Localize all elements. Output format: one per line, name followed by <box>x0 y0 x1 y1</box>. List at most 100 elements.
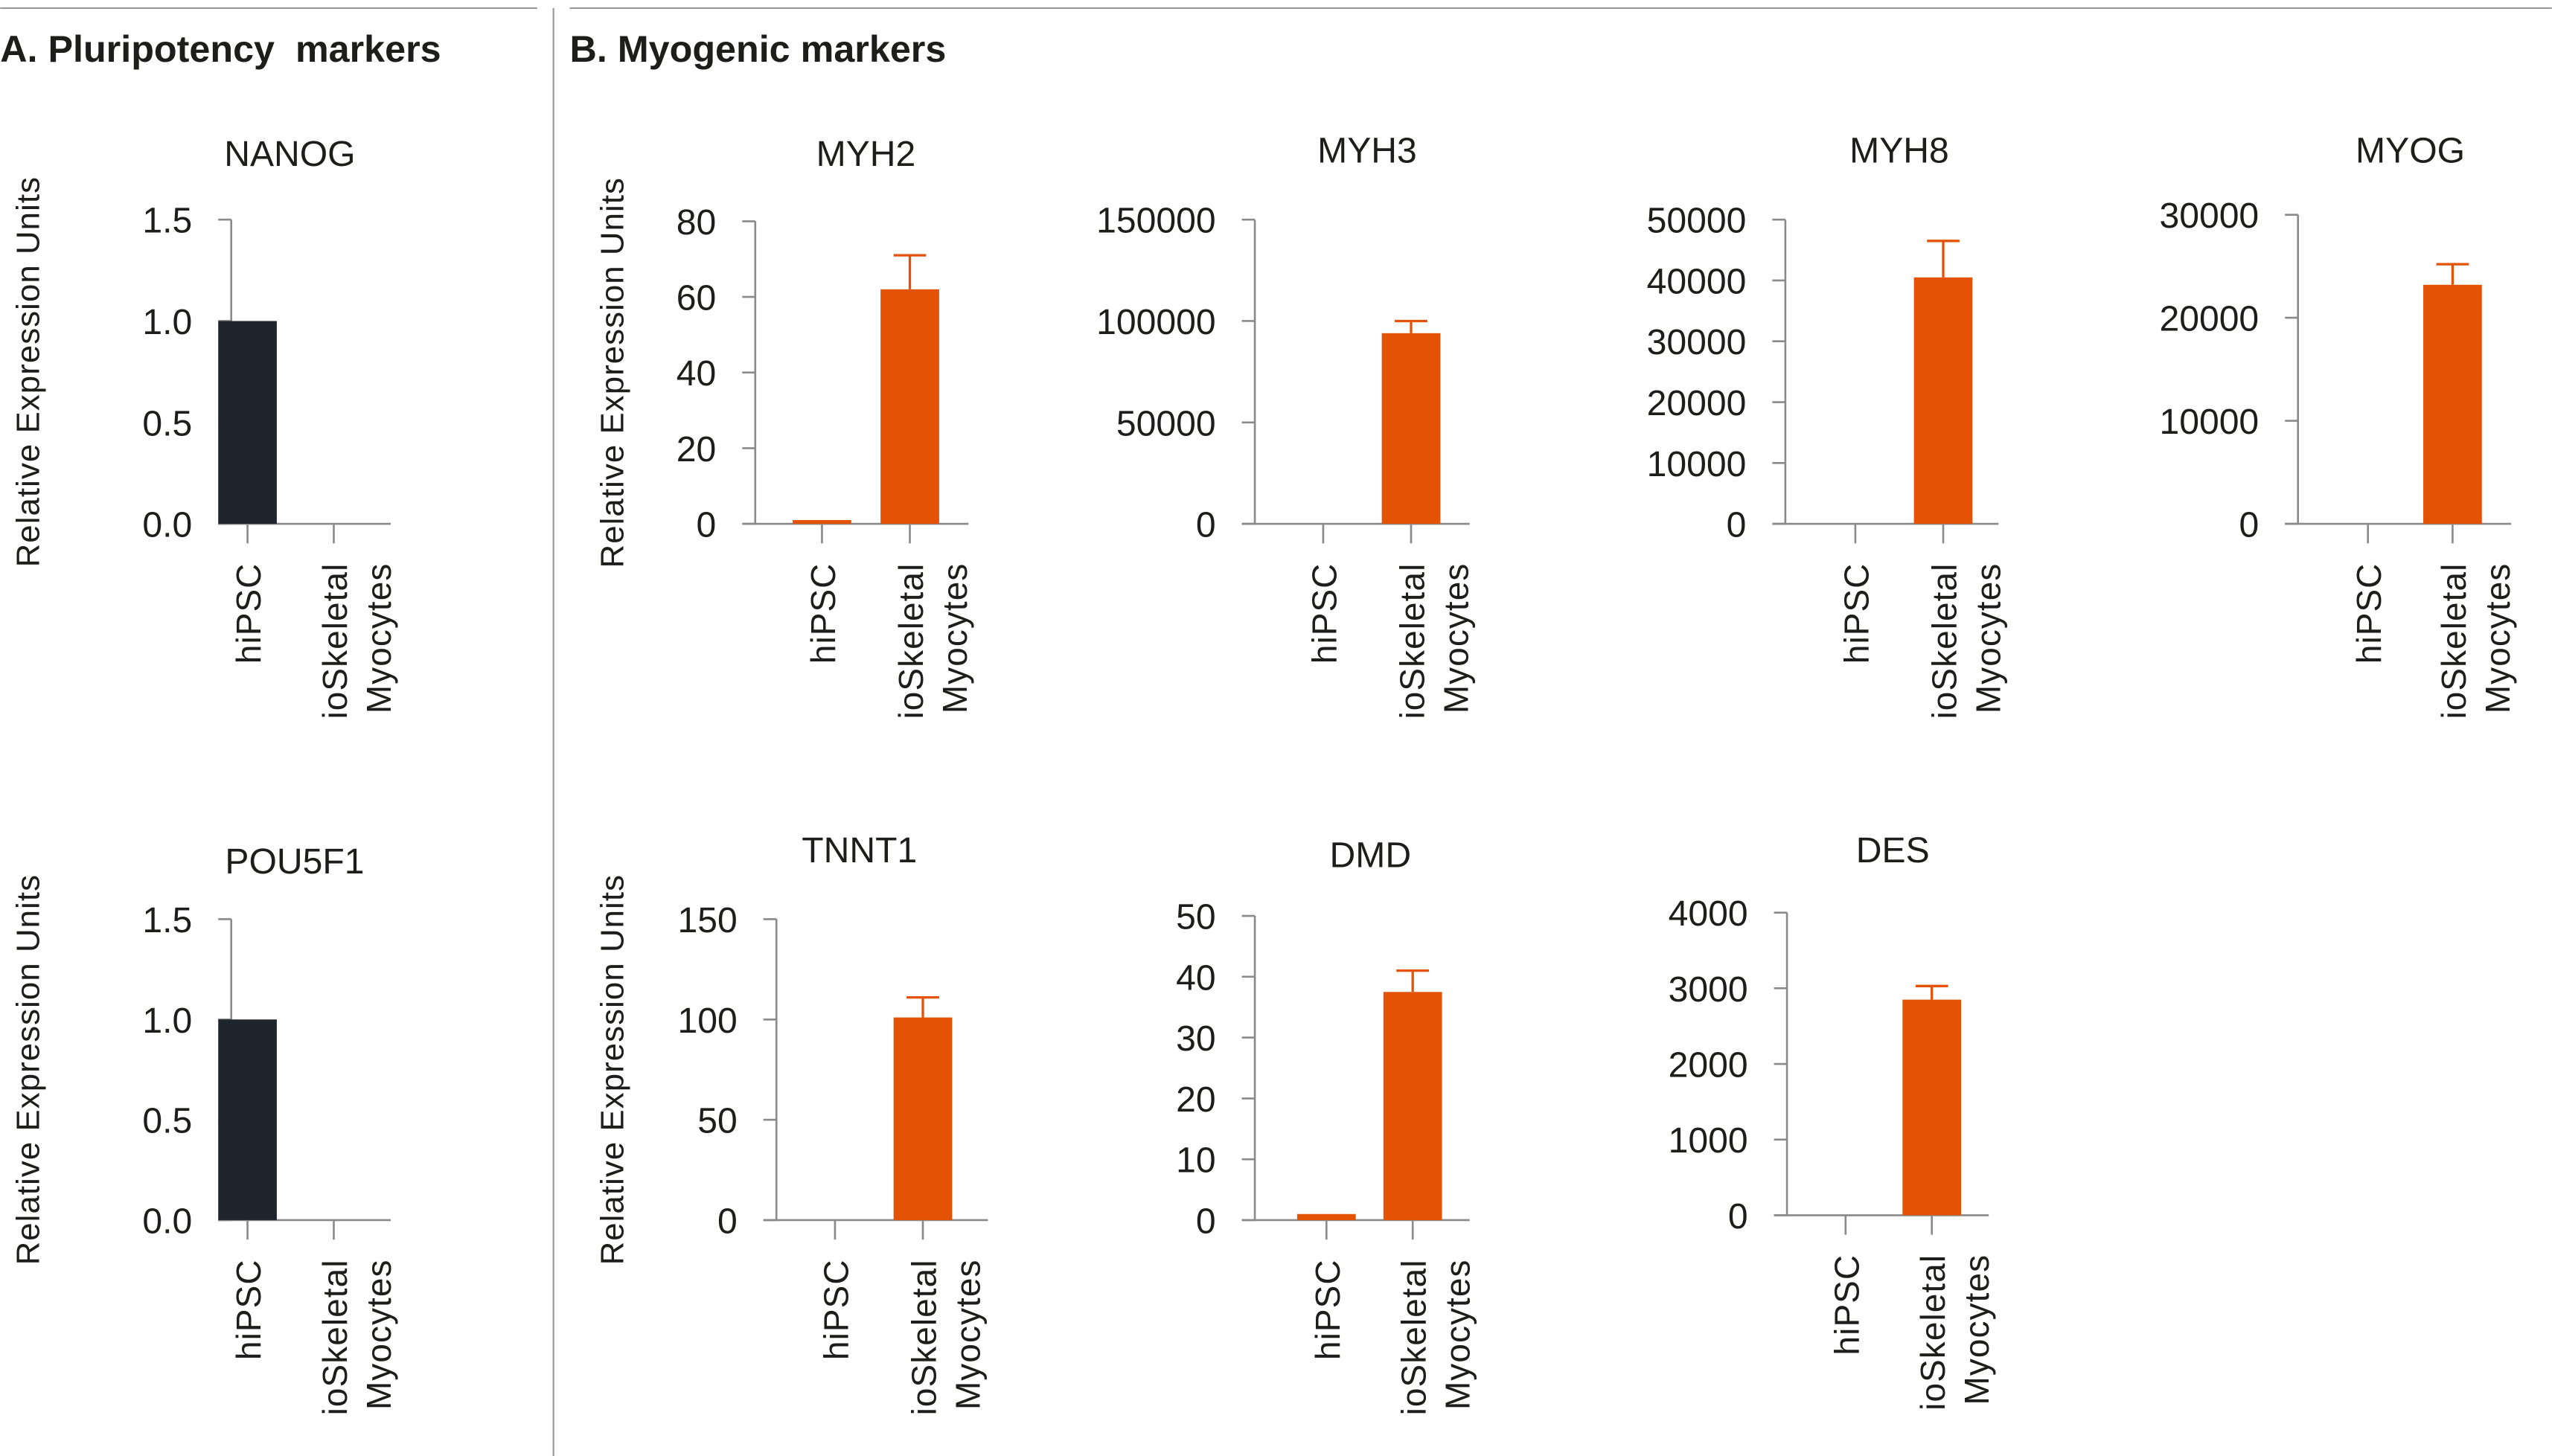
chart-title: DES <box>1856 830 1930 870</box>
y-tick-label: 100 <box>677 1001 737 1041</box>
x-category-label: Myocytes <box>2478 563 2517 714</box>
y-tick-label: 20 <box>1176 1080 1216 1120</box>
x-category-label: Myocytes <box>359 1259 398 1410</box>
x-category-label: hiPSC <box>804 563 842 664</box>
chart-dmd: DMD 0 10 20 30 40 50 hiPSC ioSkeletal Myocytes <box>1176 835 1477 1415</box>
y-tick-label: 40 <box>1176 958 1216 998</box>
chart-title: POU5F1 <box>225 841 364 882</box>
y-tick-label: 2000 <box>1669 1045 1748 1085</box>
bar-hipsc <box>218 1019 277 1220</box>
bar-ioskeletal-myocytes <box>893 1017 953 1220</box>
y-tick-label: 30000 <box>1647 322 1747 362</box>
y-tick-label: 0 <box>717 1201 738 1241</box>
chart-nanog: NANOG Relative Expression Units 0.0 0.5 1.0 1… <box>10 134 398 719</box>
y-axis-label: Relative Expression Units <box>10 176 47 567</box>
bar-ioskeletal-myocytes <box>1383 992 1442 1220</box>
x-category-label: hiPSC <box>816 1259 855 1360</box>
chart-title: DMD <box>1330 835 1412 875</box>
chart-title: MYOG <box>2356 131 2465 171</box>
y-tick-label: 0 <box>2239 505 2259 545</box>
y-tick-label: 20000 <box>2159 299 2259 339</box>
y-tick-label: 150 <box>677 900 737 940</box>
y-tick-label: 10000 <box>2159 402 2259 442</box>
y-tick-label: 10 <box>1176 1141 1216 1181</box>
chart-myh3: MYH3 0 50000 100000 150000 hiPSC ioSkeletal Myo… <box>1096 131 1475 719</box>
y-axis-label: Relative Expression Units <box>10 874 47 1265</box>
y-tick-label: 1.5 <box>142 900 192 940</box>
x-category-label: hiPSC <box>2350 563 2388 664</box>
x-category-label: Myocytes <box>1957 1254 1996 1405</box>
bar-hipsc <box>1296 1213 1356 1220</box>
y-tick-label: 150000 <box>1096 201 1216 241</box>
x-category-label: hiPSC <box>1837 563 1875 664</box>
x-category-label: Myocytes <box>949 1259 988 1410</box>
y-tick-label: 1.0 <box>142 1001 192 1041</box>
chart-myh8: MYH8 0 10000 20000 30000 40000 50000 hiPSC ioSke… <box>1647 131 2008 719</box>
y-tick-label: 30 <box>1176 1019 1216 1059</box>
y-tick-label: 0 <box>1728 1196 1748 1237</box>
y-tick-label: 1.0 <box>142 302 192 342</box>
y-tick-label: 30000 <box>2159 196 2259 236</box>
x-category-label: hiPSC <box>1305 563 1343 664</box>
x-category-label: ioSkeletal <box>316 1259 354 1415</box>
y-tick-label: 0.0 <box>142 505 192 545</box>
x-category-label: ioSkeletal <box>316 563 354 719</box>
y-axis-label: Relative Expression Units <box>595 177 631 568</box>
x-category-label: ioSkeletal <box>892 563 930 719</box>
chart-title: TNNT1 <box>802 830 917 870</box>
y-tick-label: 3000 <box>1669 969 1748 1010</box>
y-tick-label: 50000 <box>1647 201 1747 241</box>
y-tick-label: 80 <box>677 202 717 243</box>
bar-ioskeletal-myocytes <box>1913 277 1973 525</box>
x-category-label: hiPSC <box>229 563 268 664</box>
x-category-label: ioSkeletal <box>1392 563 1431 719</box>
x-category-label: hiPSC <box>229 1259 268 1360</box>
bar-hipsc <box>218 321 277 525</box>
chart-pou5f1: POU5F1 Relative Expression Units 0.0 0.5 1.0… <box>10 841 398 1415</box>
x-category-label: ioSkeletal <box>1925 563 1963 719</box>
chart-tnnt1: TNNT1 Relative Expression Units 0 50 100 150 h… <box>595 830 988 1415</box>
x-category-label: ioSkeletal <box>905 1259 944 1415</box>
x-category-label: ioSkeletal <box>2434 563 2473 719</box>
x-category-label: ioSkeletal <box>1395 1259 1433 1415</box>
bar-ioskeletal-myocytes <box>1902 999 1962 1216</box>
x-category-label: Myocytes <box>1969 563 2008 714</box>
bar-ioskeletal-myocytes <box>1381 333 1441 525</box>
y-tick-label: 0 <box>1196 505 1216 545</box>
y-tick-label: 1.5 <box>142 201 192 241</box>
x-category-label: Myocytes <box>359 563 398 714</box>
chart-title: MYH2 <box>816 134 916 174</box>
chart-title: NANOG <box>224 134 355 174</box>
section-a-title: A. Pluripotency markers <box>0 28 441 70</box>
x-category-label: ioSkeletal <box>1913 1254 1952 1411</box>
y-tick-label: 100000 <box>1096 302 1216 342</box>
y-tick-label: 0 <box>1727 505 1747 545</box>
y-tick-label: 40 <box>677 353 717 394</box>
chart-myog: MYOG 0 10000 20000 30000 hiPSC ioSkeletal Myocy… <box>2159 131 2516 719</box>
bar-hipsc <box>793 519 851 525</box>
x-category-label: hiPSC <box>1308 1259 1347 1360</box>
chart-title: MYH8 <box>1849 131 1949 171</box>
y-tick-label: 20 <box>677 429 717 469</box>
bar-ioskeletal-myocytes <box>2423 284 2482 525</box>
y-tick-label: 10000 <box>1647 444 1747 484</box>
y-tick-label: 4000 <box>1669 894 1748 934</box>
x-category-label: hiPSC <box>1827 1254 1866 1356</box>
y-tick-label: 20000 <box>1647 383 1747 423</box>
y-tick-label: 50 <box>697 1101 737 1141</box>
x-category-label: Myocytes <box>936 563 974 714</box>
chart-title: MYH3 <box>1317 131 1417 171</box>
chart-myh2: MYH2 Relative Expression Units 0 20 40 60 80 hi… <box>595 134 974 719</box>
y-tick-label: 50 <box>1176 897 1216 937</box>
y-tick-label: 40000 <box>1647 261 1747 301</box>
chart-des: DES 0 1000 2000 3000 4000 hiPSC ioSkeletal Myocy… <box>1669 830 1997 1411</box>
y-tick-label: 50000 <box>1116 403 1216 443</box>
y-tick-label: 60 <box>677 278 717 318</box>
x-category-label: Myocytes <box>1437 563 1476 714</box>
bar-ioskeletal-myocytes <box>880 289 939 525</box>
y-tick-label: 0 <box>1196 1201 1216 1241</box>
y-axis-label: Relative Expression Units <box>595 874 631 1265</box>
y-tick-label: 0.5 <box>142 403 192 443</box>
y-tick-label: 0 <box>697 505 717 545</box>
